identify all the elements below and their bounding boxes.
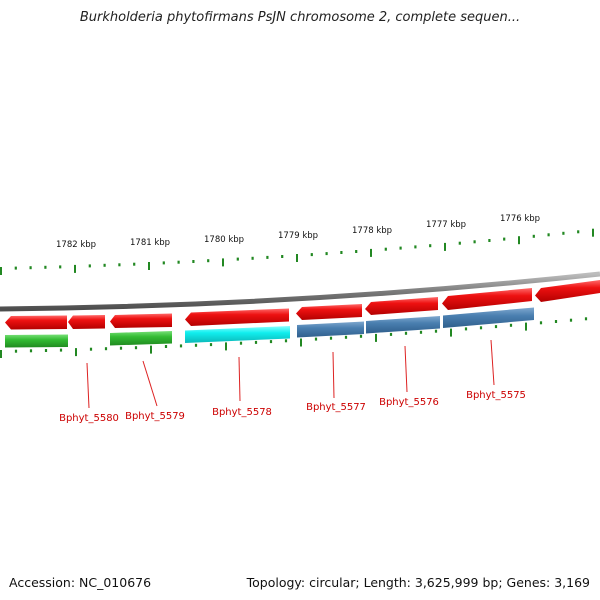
scale-label: 1782 kbp [56,240,96,250]
scale-label: 1780 kbp [204,235,244,245]
gene-label[interactable]: Bphyt_5580 [59,413,119,424]
feature-arrow[interactable] [5,315,67,330]
gene-label[interactable]: Bphyt_5576 [379,397,439,408]
gene-bar[interactable] [366,316,440,334]
feature-arrow[interactable] [296,304,362,320]
gene-labels: Bphyt_5580 Bphyt_5579 Bphyt_5578 Bphyt_5… [59,390,526,424]
gene-bar[interactable] [185,326,290,343]
scale-label: 1777 kbp [426,220,466,230]
gene-label[interactable]: Bphyt_5579 [125,411,185,422]
sequence-summary: Topology: circular; Length: 3,625,999 bp… [246,575,590,590]
scale-ticks-inner [0,317,588,358]
feature-arrow[interactable] [365,297,438,315]
scale-label: 1776 kbp [500,214,540,224]
gene-label[interactable]: Bphyt_5575 [466,390,526,401]
chromosome-backbone [0,271,600,312]
gene-label[interactable]: Bphyt_5577 [306,402,366,413]
gene-bar[interactable] [110,331,172,346]
feature-arrow[interactable] [185,308,289,327]
feature-arrow[interactable] [110,313,172,329]
feature-arrow[interactable] [535,280,600,302]
gene-bar[interactable] [5,334,68,348]
gene-label[interactable]: Bphyt_5578 [212,407,272,418]
scale-ticks-outer [0,228,594,275]
scale-labels: 1782 kbp 1781 kbp 1780 kbp 1779 kbp 1778… [56,214,540,250]
gene-bar[interactable] [443,307,534,329]
feature-arrow[interactable] [442,288,532,310]
scale-label: 1779 kbp [278,231,318,241]
scale-label: 1778 kbp [352,226,392,236]
scale-label: 1781 kbp [130,238,170,248]
feature-track-lower [5,307,534,348]
accession-label: Accession: NC_010676 [9,575,152,590]
map-title: Burkholderia phytofirmans PsJN chromosom… [79,10,521,25]
gene-label-leaders [86,339,495,409]
gene-bar[interactable] [297,321,364,338]
feature-arrow[interactable] [68,315,105,329]
feature-track-upper [5,280,600,330]
